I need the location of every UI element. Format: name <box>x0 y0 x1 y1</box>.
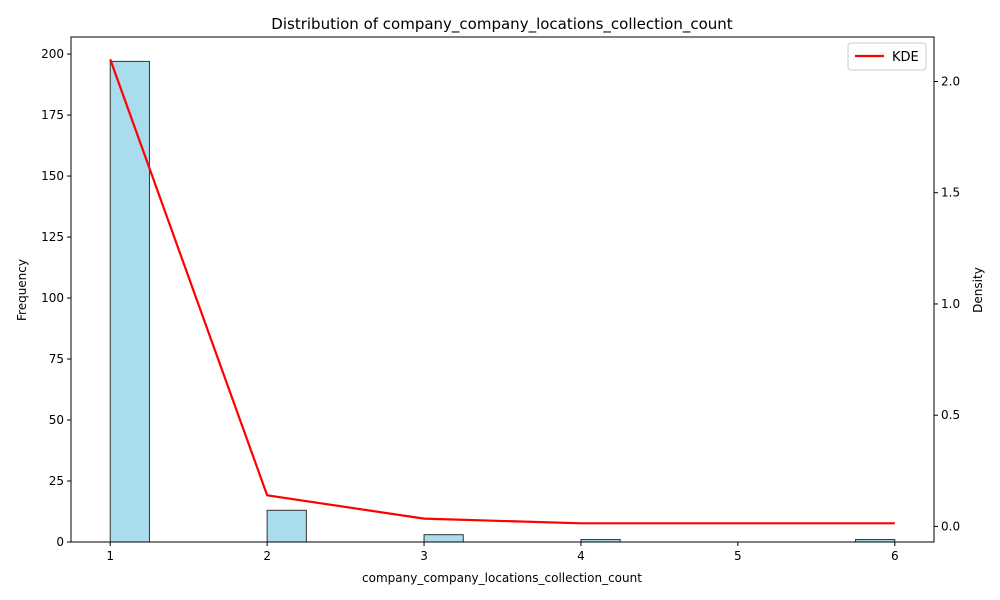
y-tick-label: 25 <box>49 474 64 488</box>
y2-tick-label: 0.5 <box>941 408 960 422</box>
x-tick-label: 5 <box>734 549 742 563</box>
histogram-bar <box>423 534 464 543</box>
y2-ticks: 0.0 0.5 1.0 1.5 2.0 <box>934 74 960 533</box>
y2-tick-label: 1.5 <box>941 186 960 200</box>
kde-line <box>109 58 895 525</box>
y2-tick-label: 1.0 <box>941 297 960 311</box>
legend-box <box>847 42 927 71</box>
x-tick-label: 3 <box>420 549 428 563</box>
x-tick-label: 1 <box>106 549 114 563</box>
x-ticks: 1 2 3 4 5 6 <box>106 542 899 563</box>
y-tick-label: 125 <box>41 230 64 244</box>
y-tick-label: 100 <box>41 291 64 305</box>
x-tick-label: 4 <box>577 549 585 563</box>
legend-kde-label: KDE <box>892 50 919 65</box>
y-tick-label: 50 <box>49 413 64 427</box>
chart-title: Distribution of company_company_location… <box>271 15 733 34</box>
y-tick-label: 150 <box>41 169 64 183</box>
y-ticks: 0 25 50 75 100 125 150 175 200 <box>41 47 71 549</box>
y2-tick-label: 2.0 <box>941 74 960 88</box>
y-tick-label: 75 <box>49 352 64 366</box>
x-tick-label: 6 <box>891 549 899 563</box>
y2-tick-label: 0.0 <box>941 519 960 533</box>
x-tick-label: 2 <box>263 549 271 563</box>
histogram-bar <box>109 60 150 543</box>
kde-line-layer <box>109 58 895 525</box>
y-tick-label: 175 <box>41 108 64 122</box>
y-tick-label: 0 <box>56 535 64 549</box>
y-tick-label: 200 <box>41 47 64 61</box>
y-axis-label: Frequency <box>15 259 29 321</box>
legend: KDE <box>847 42 927 71</box>
y2-axis-label: Density <box>971 267 985 313</box>
histogram-bar <box>266 509 307 543</box>
bars-layer <box>109 60 896 543</box>
plot-frame <box>70 36 935 543</box>
x-axis-label: company_company_locations_collection_cou… <box>362 571 642 585</box>
